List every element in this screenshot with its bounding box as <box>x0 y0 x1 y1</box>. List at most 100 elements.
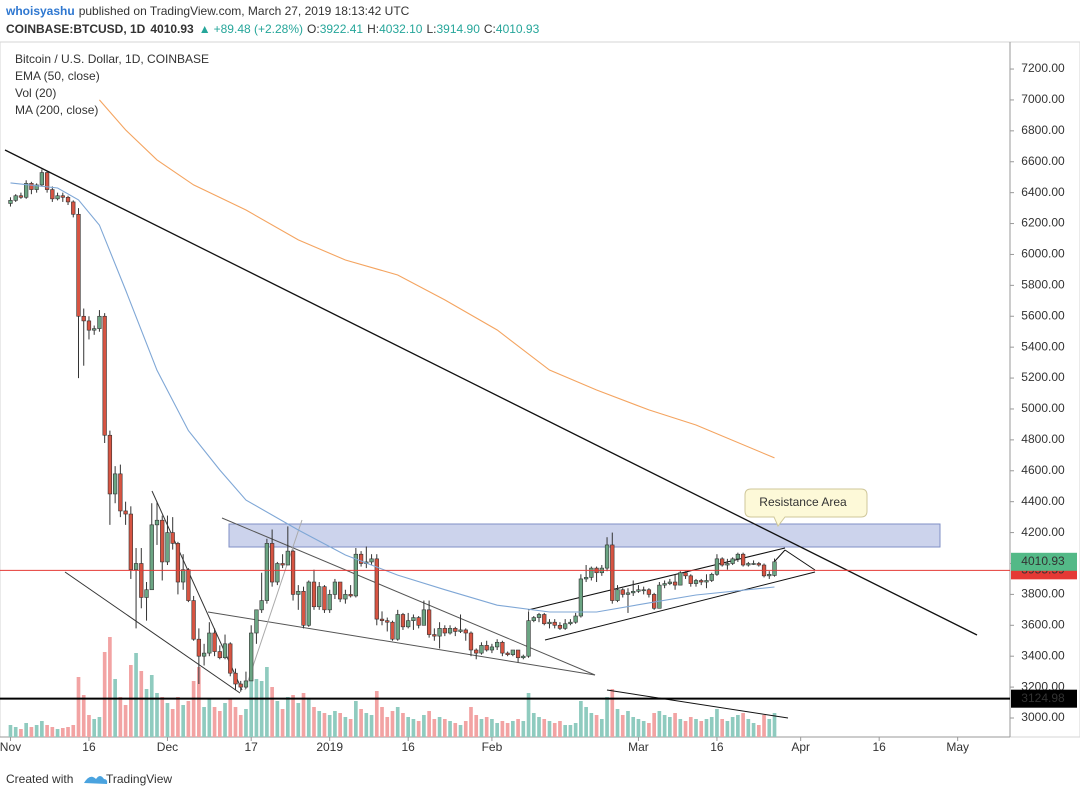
volume-bar <box>333 711 337 737</box>
x-tick-label: May <box>946 740 969 754</box>
volume-bar <box>338 713 342 737</box>
candle-body <box>86 320 92 331</box>
x-tick-label: 16 <box>872 740 886 754</box>
candle-body <box>495 641 500 648</box>
volume-bar <box>442 719 447 737</box>
candle-body <box>489 646 495 651</box>
volume-bar <box>66 727 70 737</box>
callout-text: Resistance Area <box>759 495 847 509</box>
candle-body <box>636 589 641 592</box>
trend-line[interactable] <box>207 611 596 676</box>
volume-bar <box>24 723 28 737</box>
volume-bar <box>134 653 138 737</box>
callout[interactable] <box>744 488 868 527</box>
candle-body <box>704 580 709 583</box>
candle-body <box>531 617 536 621</box>
candle-body <box>186 569 191 601</box>
channel-line[interactable] <box>544 571 816 641</box>
volume-bar <box>395 707 400 737</box>
candle-body <box>65 196 71 203</box>
volume-bar <box>118 697 123 737</box>
candle-body <box>332 581 338 595</box>
header: whoisyashu published on TradingView.com, … <box>5 4 540 36</box>
candle-body <box>772 561 777 576</box>
volume-bar <box>448 721 452 737</box>
candle-body <box>301 590 306 626</box>
resistance-box[interactable] <box>228 523 941 548</box>
volume-bar <box>762 715 766 737</box>
footer-text: Created with <box>6 772 73 786</box>
channel-line[interactable] <box>527 547 786 611</box>
candle-body <box>264 543 270 601</box>
candle-body <box>406 620 411 628</box>
candle-body <box>751 563 756 565</box>
volume-bar <box>233 707 238 737</box>
candle-body <box>730 558 735 564</box>
volume-bar <box>694 719 698 737</box>
candle-body <box>181 569 186 583</box>
trend-line[interactable] <box>244 519 303 691</box>
candle-body <box>311 581 317 608</box>
volume-bar <box>610 689 615 737</box>
volume-bar <box>76 677 81 737</box>
volume-bar <box>87 715 91 737</box>
author[interactable]: whoisyashu <box>5 4 75 18</box>
volume-bar <box>516 719 520 737</box>
y-tick-label: 5000.00 <box>1021 401 1065 415</box>
volume-bar <box>453 723 458 737</box>
volume-bar <box>531 713 536 737</box>
volume-bar <box>149 675 154 737</box>
candle-body <box>275 563 280 583</box>
volume-bar <box>511 721 515 737</box>
candle-body <box>500 641 505 654</box>
candle-body <box>34 184 39 190</box>
trend-line[interactable] <box>4 149 978 636</box>
candle-body <box>280 563 285 566</box>
volume-bar <box>432 719 437 737</box>
volume-bar <box>584 707 588 737</box>
volume-bar <box>526 693 531 737</box>
volume-bar <box>296 703 301 737</box>
x-tick-label: Feb <box>482 740 503 754</box>
candle-body <box>128 513 133 570</box>
x-tick-label: Mar <box>628 740 649 754</box>
quote-line: COINBASE:BTCUSD, 1D 4010.93 ▲ +89.48 (+2.28… <box>6 22 540 36</box>
channel-line[interactable] <box>774 549 786 562</box>
footer-brand[interactable]: TradingView <box>106 772 172 786</box>
candle-body <box>746 563 751 566</box>
o-label: O: <box>307 22 320 36</box>
trend-line[interactable] <box>221 517 596 676</box>
candle-body <box>353 553 358 597</box>
candle-body <box>510 649 515 655</box>
candle-body <box>672 581 678 586</box>
channel-line[interactable] <box>784 549 816 571</box>
legend-entry: MA (200, close) <box>15 103 98 117</box>
volume-bar <box>490 719 494 737</box>
candle-body <box>306 581 311 626</box>
candle-body <box>154 519 160 526</box>
candle-body <box>505 652 510 655</box>
volume-bar <box>736 715 740 737</box>
candle-body <box>212 632 217 652</box>
y-tick-label: 4800.00 <box>1021 432 1065 446</box>
volume-bar <box>170 709 175 737</box>
volume-bar <box>181 705 185 737</box>
volume-bar <box>537 717 541 737</box>
volume-bar <box>348 719 353 737</box>
open: 3922.41 <box>320 22 364 36</box>
close: 4010.93 <box>496 22 540 36</box>
volume-bar <box>437 717 442 737</box>
volume-bar <box>573 723 578 737</box>
candle-body <box>557 624 563 629</box>
volume-bar <box>102 652 107 737</box>
volume-bar <box>620 715 625 737</box>
trend-line[interactable] <box>606 689 789 719</box>
candle-body <box>683 572 688 577</box>
trend-line[interactable] <box>64 571 241 694</box>
volume-bar <box>60 728 65 737</box>
candle-body <box>149 524 154 591</box>
candle-body <box>552 621 557 626</box>
candle-body <box>296 590 301 595</box>
volume-bar <box>636 719 641 737</box>
